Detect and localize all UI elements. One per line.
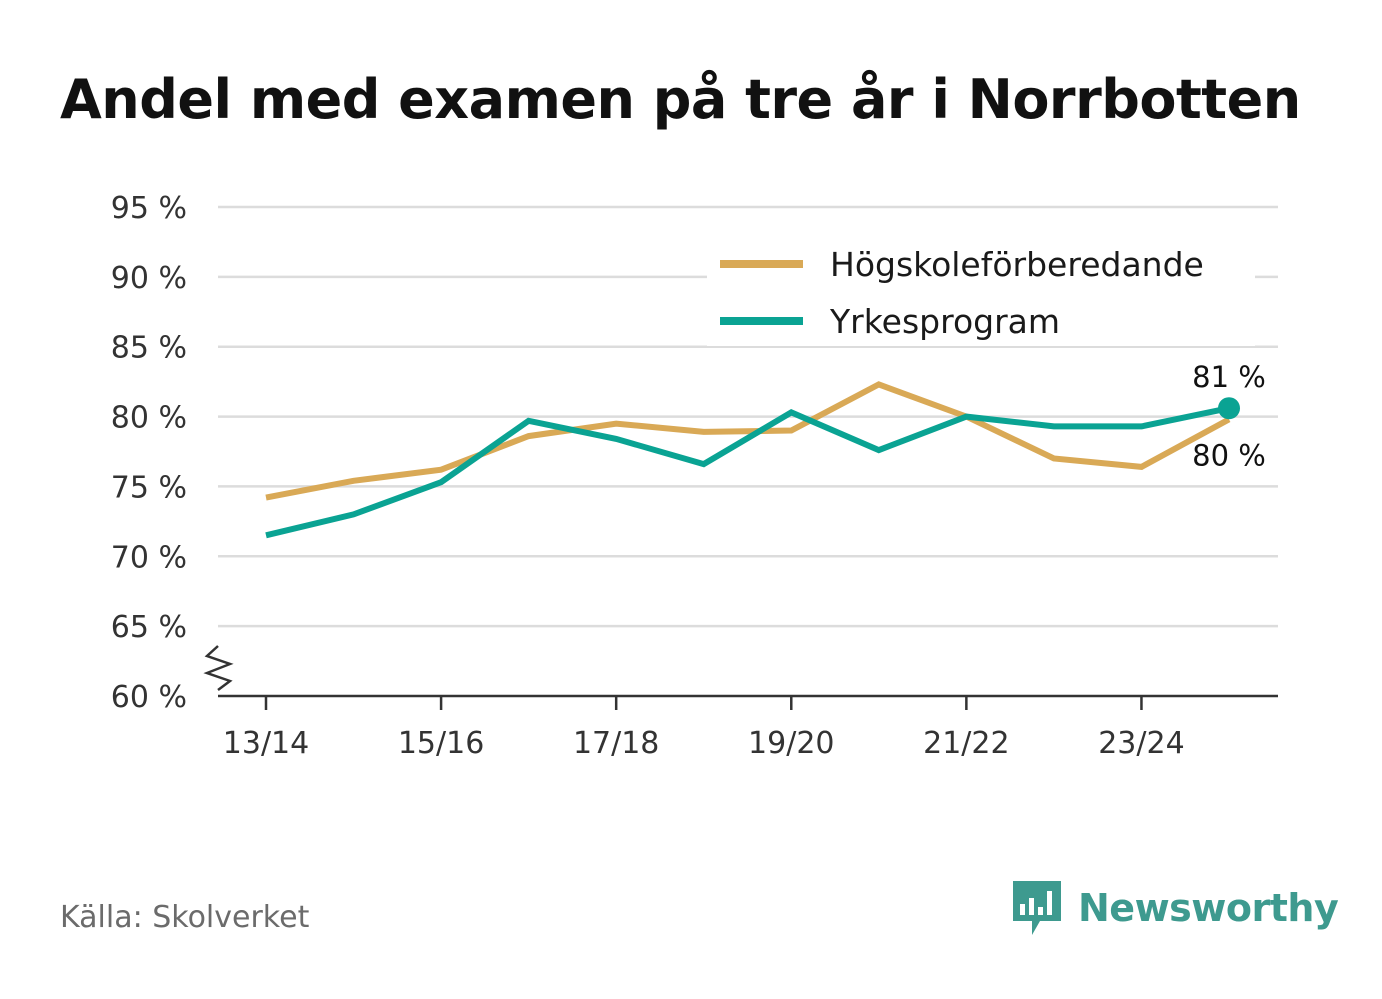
x-tick-label: 23/24 — [1098, 726, 1184, 761]
brand-name: Newsworthy — [1078, 886, 1339, 930]
y-tick-label: 95 % — [111, 191, 187, 226]
y-tick-label: 60 % — [111, 680, 187, 715]
end-labels: 81 % 80 % — [1192, 360, 1266, 472]
end-label-hogskoleforberedande: 80 % — [1192, 438, 1266, 472]
y-tick-label: 80 % — [111, 401, 187, 436]
series-line-1 — [265, 381, 1231, 501]
legend-label: Högskoleförberedande — [830, 245, 1204, 284]
x-tick-label: 13/14 — [223, 726, 309, 761]
legend-label: Yrkesprogram — [829, 302, 1060, 341]
brand-logo[interactable]: Newsworthy — [1010, 878, 1339, 938]
axis-break-mark — [203, 645, 234, 691]
end-label-yrkesprogram: 81 % — [1192, 360, 1266, 394]
series-lines — [265, 381, 1231, 539]
source-note: Källa: Skolverket — [60, 900, 310, 935]
legend-background — [707, 232, 1255, 346]
x-tick-label: 21/22 — [923, 726, 1009, 761]
y-axis-break-icon — [203, 645, 234, 691]
y-tick-label: 65 % — [111, 610, 187, 645]
y-tick-label: 75 % — [111, 470, 187, 505]
series-line-2 — [265, 405, 1230, 539]
y-tick-label: 90 % — [111, 261, 187, 296]
y-tick-label: 70 % — [111, 540, 187, 575]
end-marker-yrkesprogram — [1218, 397, 1240, 420]
x-tick-label: 15/16 — [398, 726, 484, 761]
newsworthy-logo-icon — [1013, 881, 1061, 935]
x-axis: 13/14 15/16 17/18 19/20 21/22 23/24 — [218, 694, 1278, 761]
x-tick-label: 17/18 — [573, 726, 659, 761]
chart-title: Andel med examen på tre år i Norrbotten — [60, 68, 1301, 131]
y-axis-ticks: 60 % 65 % 70 % 75 % 80 % 85 % 90 % 95 % — [111, 191, 187, 715]
y-tick-label: 85 % — [111, 331, 187, 366]
legend: Högskoleförberedande Yrkesprogram — [707, 232, 1255, 346]
x-tick-label: 19/20 — [748, 726, 834, 761]
